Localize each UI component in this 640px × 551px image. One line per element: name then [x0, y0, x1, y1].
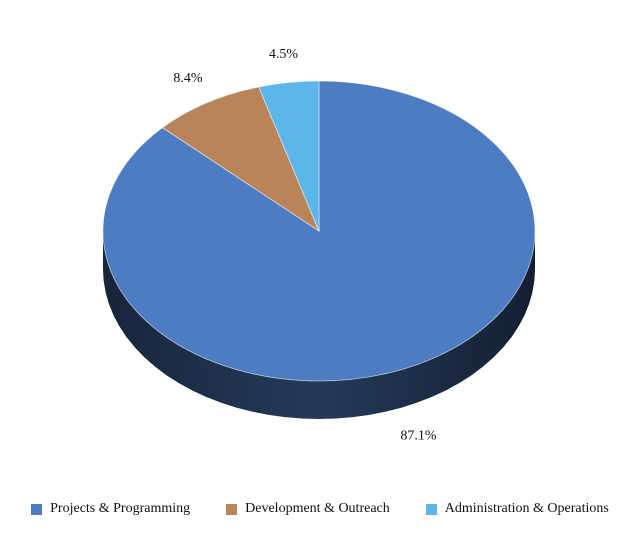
legend-item-development: Development & Outreach — [226, 501, 390, 517]
legend-label-development: Development & Outreach — [245, 501, 390, 516]
data-label-development: 8.4% — [173, 71, 203, 86]
pie-side-shade-projects — [103, 231, 535, 419]
legend-item-projects: Projects & Programming — [31, 501, 190, 517]
legend-label-administration: Administration & Operations — [444, 501, 609, 516]
pie-slice-development — [161, 86, 320, 233]
data-label-administration: 4.5% — [269, 47, 299, 62]
legend-swatch-development — [226, 503, 238, 515]
legend-label-projects: Projects & Programming — [50, 501, 191, 516]
pie-chart: 87.1% 8.4% 4.5% — [102, 47, 536, 443]
legend-swatch-projects — [31, 503, 43, 515]
pie-slice-administration — [258, 80, 320, 232]
legend: Projects & Programming Development & Out… — [0, 496, 640, 522]
legend-swatch-administration — [425, 503, 437, 515]
data-label-projects: 87.1% — [400, 428, 437, 443]
legend-item-administration: Administration & Operations — [425, 501, 609, 517]
